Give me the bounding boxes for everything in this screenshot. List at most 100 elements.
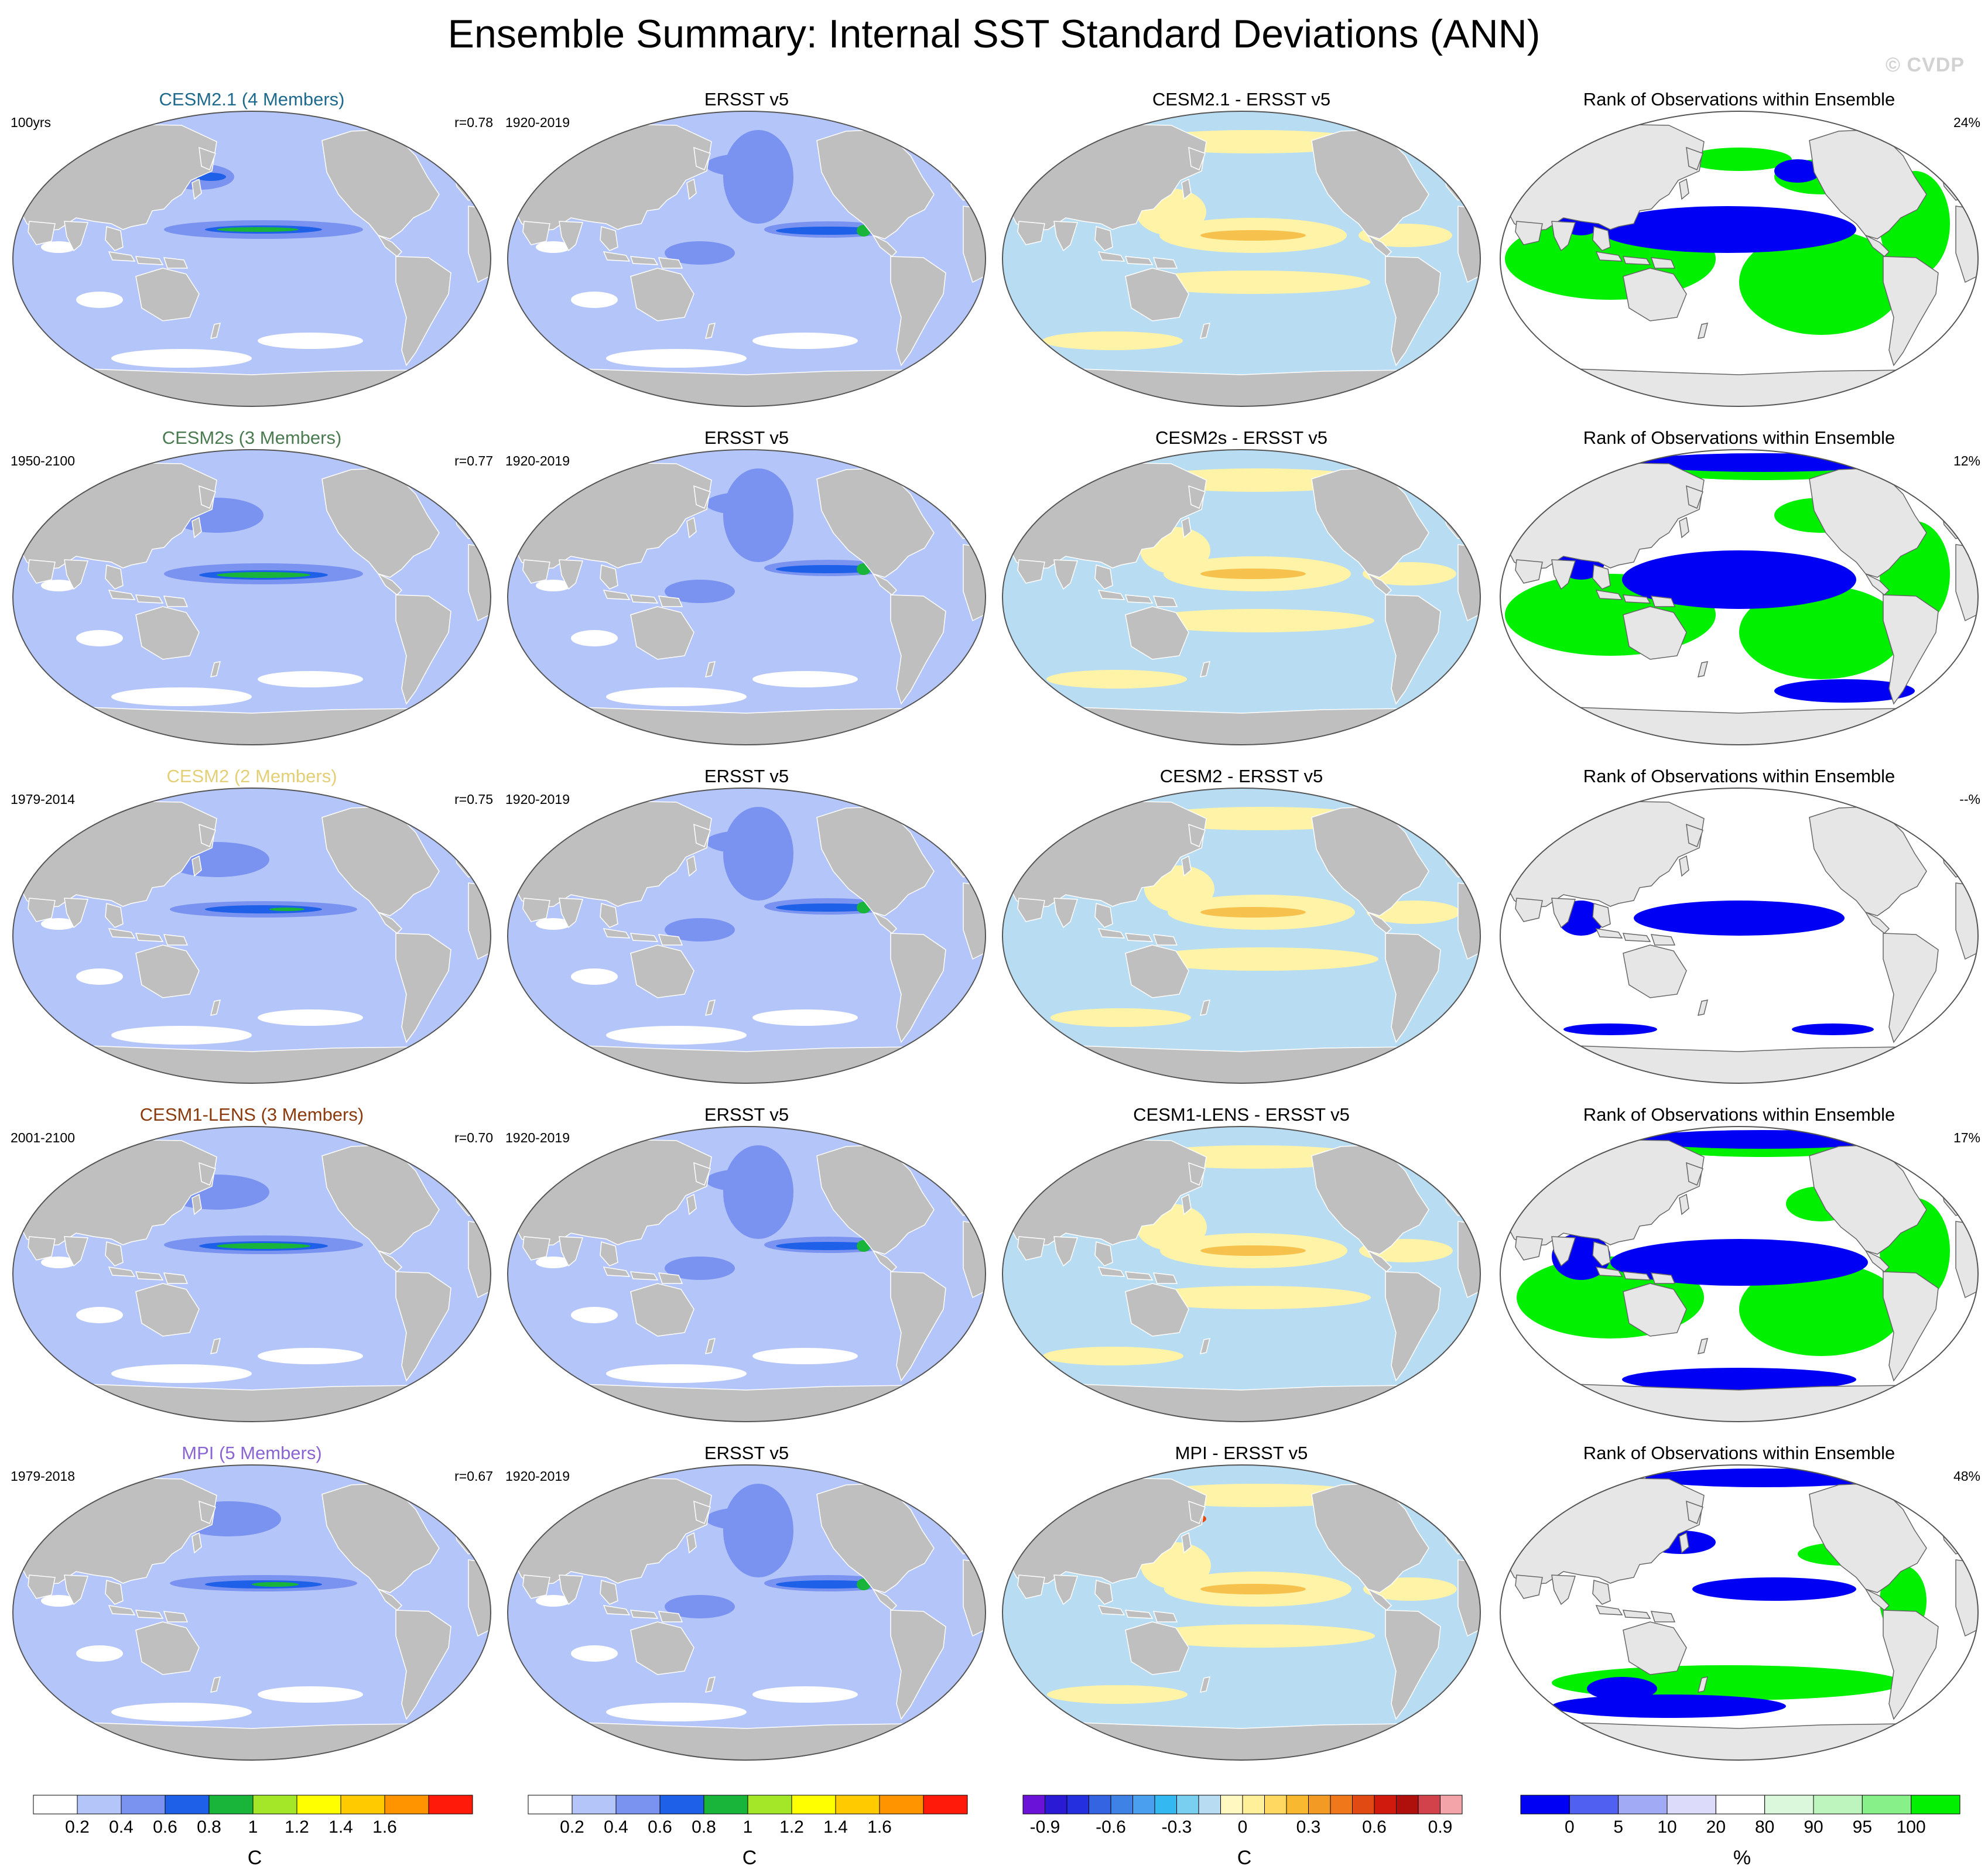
colorbar-tick-label: 10 xyxy=(1657,1817,1677,1837)
low-variance-patch xyxy=(41,580,76,591)
colorbar-tick-label: 0.8 xyxy=(692,1817,716,1837)
land-arabia xyxy=(28,1236,56,1261)
land-nguinea xyxy=(163,1272,189,1284)
colorbar-unit: C xyxy=(247,1847,262,1869)
land-nguinea xyxy=(1152,1611,1178,1622)
low-variance-patch xyxy=(752,671,858,687)
sst-std-contour xyxy=(706,830,788,854)
land-antarctica xyxy=(13,1045,491,1083)
rank-low-region xyxy=(1774,159,1821,183)
land-se_asia xyxy=(1094,1580,1113,1605)
panel-title: CESM2.1 (4 Members) xyxy=(159,89,345,109)
low-variance-patch xyxy=(76,968,123,985)
land-nguinea xyxy=(1152,1272,1178,1284)
rank-low-region xyxy=(1610,1239,1868,1286)
land-india xyxy=(1551,559,1576,590)
land-indonesia2 xyxy=(1622,1610,1651,1619)
rank-low-region xyxy=(1563,1023,1657,1035)
colorbar-swatch xyxy=(1440,1795,1463,1815)
diff-positive-region xyxy=(1136,271,1370,294)
colorbar-swatch xyxy=(1911,1795,1960,1815)
colorbar-tick-label: 1.6 xyxy=(867,1817,892,1837)
globe-outline xyxy=(1500,449,1979,745)
land-nz xyxy=(210,323,221,339)
land-nguinea xyxy=(1650,1272,1676,1284)
land-australia xyxy=(1623,606,1687,660)
colorbar-unit: % xyxy=(1733,1847,1751,1869)
rank-percent-label: --% xyxy=(1959,792,1980,807)
land-greenland xyxy=(924,797,964,829)
panel-title: ERSST v5 xyxy=(704,1443,789,1463)
diff-strong-region xyxy=(1200,907,1306,918)
obs-panel: ERSST v5 1920-2019 xyxy=(501,426,993,760)
land-nz xyxy=(1199,661,1211,677)
land-samerica xyxy=(1385,594,1441,705)
land-kam xyxy=(199,823,216,848)
colorbar-tick-label: 0.4 xyxy=(109,1817,134,1837)
land-india xyxy=(1551,1574,1576,1605)
land-nz xyxy=(1697,661,1709,677)
land-australia xyxy=(135,944,200,998)
colorbar-tick-label: 0.3 xyxy=(1296,1817,1321,1837)
colorbar-tick-label: 1.6 xyxy=(372,1817,397,1837)
land-nguinea xyxy=(1650,257,1676,269)
land-india xyxy=(559,559,584,590)
land-nz xyxy=(1199,1676,1211,1693)
diff-positive-region xyxy=(1046,670,1187,689)
panel-period-label: 1920-2019 xyxy=(505,1468,570,1484)
panel-title: ERSST v5 xyxy=(704,1104,789,1125)
land-nz xyxy=(704,1338,716,1354)
land-india xyxy=(64,559,89,590)
land-kam xyxy=(693,146,711,171)
low-variance-patch xyxy=(111,349,252,368)
land-arabia xyxy=(1017,221,1045,245)
land-samerica xyxy=(890,256,946,367)
colorbar-swatch xyxy=(703,1795,748,1815)
land-samerica xyxy=(1385,256,1441,367)
panel-period-label: 1979-2014 xyxy=(11,792,75,807)
land-indonesia1 xyxy=(603,928,631,939)
land-indonesia1 xyxy=(1595,1605,1623,1615)
land-indonesia2 xyxy=(1622,1271,1651,1281)
low-variance-patch xyxy=(41,918,76,930)
panel-title: ERSST v5 xyxy=(704,766,789,786)
colorbar-tick-label: 95 xyxy=(1852,1817,1873,1837)
low-variance-patch xyxy=(258,1686,363,1703)
world-map xyxy=(1500,1126,1979,1422)
globe-outline xyxy=(1002,1464,1481,1761)
land-antarctica xyxy=(13,1384,491,1422)
land-india xyxy=(1053,898,1079,929)
land-samerica xyxy=(395,933,451,1043)
land-japan xyxy=(686,1193,697,1216)
rank-percent-label: 48% xyxy=(1953,1468,1980,1484)
sst-std-contour xyxy=(723,468,793,562)
land-indonesia2 xyxy=(135,594,164,604)
land-japan xyxy=(686,516,697,539)
land-samerica xyxy=(395,1610,451,1720)
land-indonesia1 xyxy=(1097,590,1125,600)
colorbar-swatch xyxy=(923,1795,968,1815)
panel-title: CESM2.1 - ERSST v5 xyxy=(1152,89,1331,109)
colorbar-tick-label: 0.2 xyxy=(65,1817,90,1837)
land-se_asia xyxy=(600,226,618,251)
land-indonesia1 xyxy=(603,1266,631,1277)
world-map xyxy=(12,1126,491,1422)
land-nguinea xyxy=(1152,934,1178,946)
panel-title: Rank of Observations within Ensemble xyxy=(1583,1104,1895,1125)
land-se_asia xyxy=(600,1580,618,1605)
land-indonesia1 xyxy=(1097,1605,1125,1615)
land-australia xyxy=(630,1621,694,1675)
land-australia xyxy=(1125,606,1189,660)
sst-std-contour xyxy=(706,153,788,177)
land-indonesia1 xyxy=(1595,928,1623,939)
land-arabia xyxy=(1515,221,1543,245)
colorbar-swatch xyxy=(1220,1795,1243,1815)
land-nz xyxy=(1199,999,1211,1016)
land-greenland xyxy=(1917,458,1957,490)
land-nguinea xyxy=(658,257,683,269)
land-australia xyxy=(135,1621,200,1675)
sst-std-contour xyxy=(217,227,299,232)
low-variance-patch xyxy=(76,1307,123,1323)
land-greenland xyxy=(924,1474,964,1505)
land-indonesia1 xyxy=(1097,928,1125,939)
